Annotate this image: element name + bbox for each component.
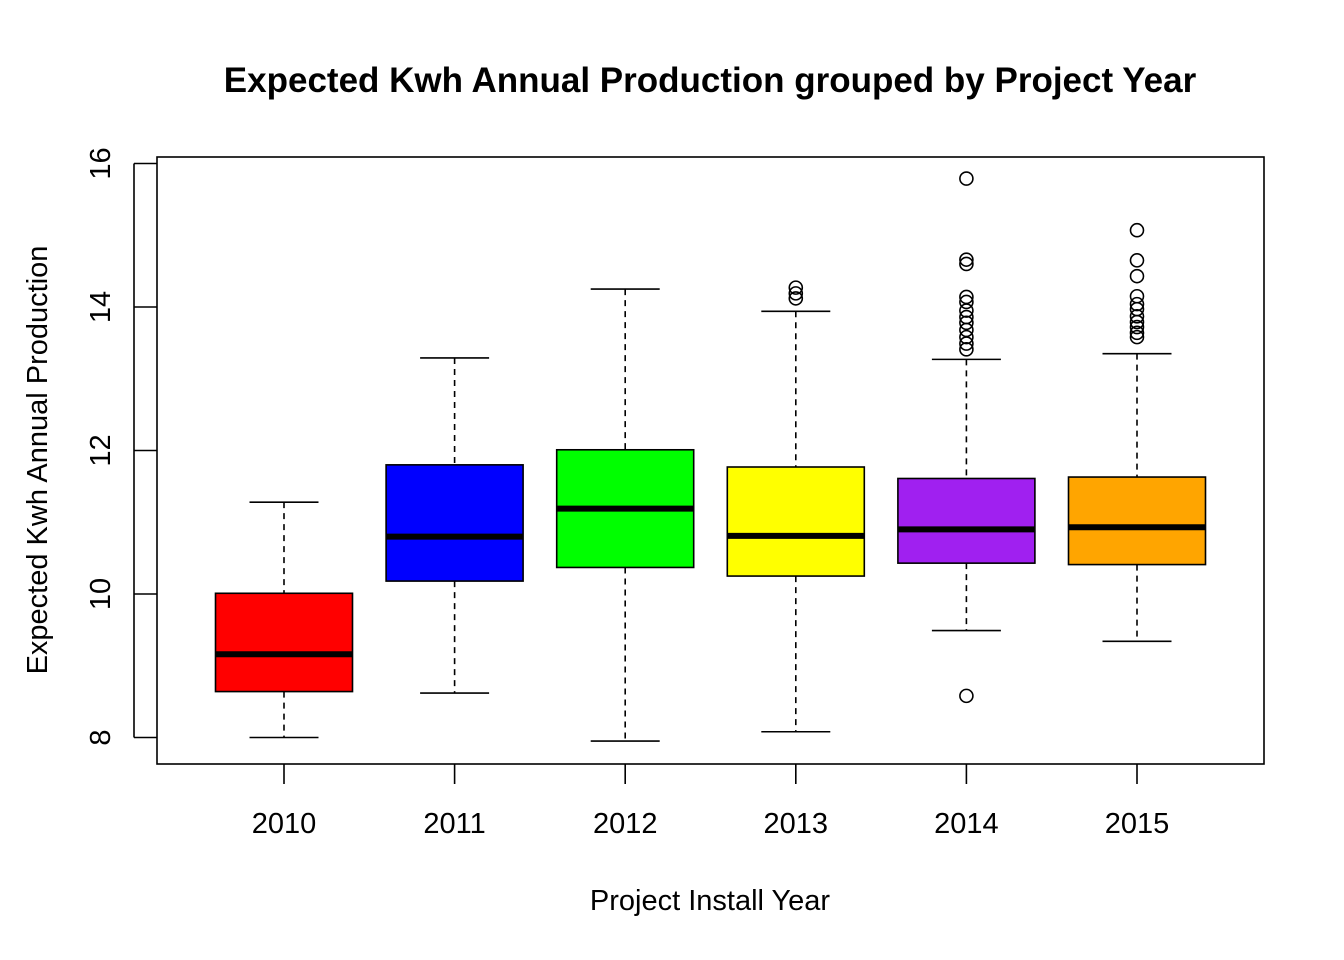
iqr-box [897,477,1036,564]
box-group-2013 [726,280,866,733]
outlier-point [788,291,804,306]
x-tick-label: 2011 [423,808,485,840]
outlier-point [1129,329,1145,345]
iqr-box [1067,476,1207,566]
x-tick-label: 2013 [764,808,829,840]
y-tick-label: 14 [85,291,117,323]
outlier-point [1129,253,1145,268]
outlier-point [959,342,974,357]
box-group-2015 [1067,222,1207,643]
y-tick-label: 16 [85,147,117,179]
iqr-box [726,466,866,577]
outlier-point [959,329,974,345]
x-tick-label: 2012 [593,808,658,840]
iqr-box [214,592,354,693]
y-axis: 8 10 12 14 16 [85,147,157,746]
chart-title: Expected Kwh Annual Production grouped b… [224,61,1197,100]
x-axis-label: Project Install Year [590,885,831,917]
x-axis: 2010 2011 2012 2013 2014 2015 [252,764,1170,840]
outlier-point [1129,325,1145,341]
y-tick-label: 8 [85,729,117,745]
outlier-point [788,286,804,301]
outlier-point [1129,268,1145,284]
outlier-point [1129,296,1145,312]
outlier-point [959,256,974,272]
x-tick-label: 2010 [252,808,317,840]
plot-frame [156,156,1265,765]
box-group-2012 [555,288,695,742]
y-tick-label: 10 [85,578,117,610]
outlier-point [788,280,804,295]
outlier-point [1129,222,1145,238]
outlier-point [959,289,974,305]
outlier-point [1129,309,1145,324]
y-tick-label: 12 [85,434,117,466]
outlier-point [959,294,974,310]
box-group-2010 [214,501,354,739]
outlier-point [959,688,974,704]
iqr-box [385,464,524,582]
outlier-point [1129,319,1145,335]
outlier-point [959,171,974,186]
outlier-point [959,315,974,331]
box-group-2014 [897,171,1036,704]
outlier-point [1129,288,1145,304]
outlier-point [959,252,974,267]
box-group-2011 [385,357,524,694]
boxes-layer [214,171,1207,742]
y-axis-label: Expected Kwh Annual Production [22,246,54,675]
outlier-point [959,309,974,325]
x-tick-label: 2014 [934,808,999,840]
x-tick-label: 2015 [1105,808,1170,840]
